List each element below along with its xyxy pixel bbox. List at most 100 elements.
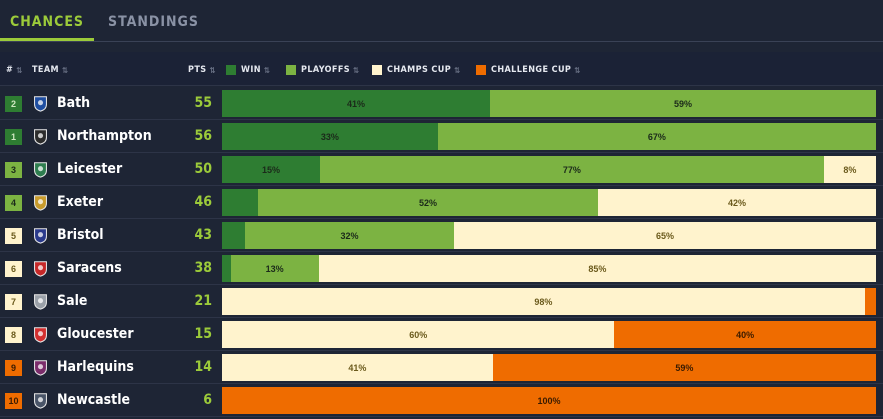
team-name[interactable]: Saracens: [57, 260, 122, 276]
team-name[interactable]: Newcastle: [57, 392, 131, 408]
champs-probability-segment: 98%: [222, 288, 865, 315]
sort-icon: ⇅: [353, 65, 360, 75]
column-header-challenge-cup[interactable]: CHALLENGE CUP ⇅: [476, 65, 581, 75]
sort-icon: ⇅: [61, 65, 69, 75]
active-tab-indicator: [0, 38, 94, 41]
column-header-playoffs[interactable]: PLAYOFFS ⇅: [286, 65, 359, 75]
points-value: 15: [194, 326, 212, 342]
probability-bar: 13% 85%: [222, 255, 876, 282]
gloucester-crest-icon: [32, 326, 49, 343]
table-row[interactable]: 9 Harlequins 14 41% 59%: [0, 351, 883, 384]
bristol-crest-icon: [32, 227, 49, 244]
team-name[interactable]: Bristol: [57, 227, 104, 243]
position-badge: 8: [5, 327, 22, 343]
playoffs-probability-segment: 32%: [244, 222, 455, 249]
harlequins-crest-icon: [32, 359, 49, 376]
leicester-crest-icon: [32, 161, 49, 178]
newcastle-crest-icon: [32, 392, 49, 409]
points-value: 21: [194, 293, 212, 309]
bath-crest-icon: [32, 95, 49, 112]
probability-bar: 100%: [222, 387, 876, 414]
position-badge: 1: [5, 129, 22, 145]
exeter-crest-icon: [32, 194, 49, 211]
table-row[interactable]: 8 Gloucester 15 60% 40%: [0, 318, 883, 351]
playoffs-probability-segment: 13%: [230, 255, 319, 282]
saracens-crest-icon: [32, 260, 49, 277]
probability-bar: 33% 67%: [222, 123, 876, 150]
win-legend-swatch: [226, 65, 236, 75]
column-header-win-label: WIN: [241, 65, 261, 75]
column-header-champs-cup-label: CHAMPS CUP: [387, 65, 452, 75]
position-badge: 2: [5, 96, 22, 112]
points-value: 14: [194, 359, 212, 375]
probability-bar: 60% 40%: [222, 321, 876, 348]
tab-bar: CHANCES STANDINGS: [0, 0, 883, 42]
sort-icon: ⇅: [16, 65, 23, 75]
table-header: # ⇅ TEAM ⇅ PTS ⇅ WIN ⇅ PLAYOFFS ⇅ CHAMPS…: [0, 52, 883, 86]
table-row[interactable]: 3 Leicester 50 15% 77% 8%: [0, 153, 883, 186]
sort-icon: ⇅: [574, 65, 581, 75]
team-name[interactable]: Harlequins: [57, 359, 134, 375]
points-value: 55: [194, 95, 212, 111]
team-name[interactable]: Exeter: [57, 194, 104, 210]
champs-cup-legend-swatch: [372, 65, 382, 75]
column-header-pos-label: #: [6, 65, 14, 75]
challenge-probability-segment: 100%: [222, 387, 876, 414]
column-header-pts-label: PTS: [188, 65, 207, 75]
probability-bar: 32% 65%: [222, 222, 876, 249]
position-badge: 5: [5, 228, 22, 244]
playoffs-probability-segment: 77%: [320, 156, 824, 183]
team-name[interactable]: Northampton: [57, 128, 152, 144]
column-header-win[interactable]: WIN ⇅: [226, 65, 270, 75]
playoffs-probability-segment: 52%: [257, 189, 599, 216]
challenge-probability-segment: [864, 288, 876, 315]
team-name[interactable]: Bath: [57, 95, 91, 111]
points-value: 38: [194, 260, 212, 276]
sort-icon: ⇅: [454, 65, 461, 75]
points-value: 56: [194, 128, 212, 144]
table-row[interactable]: 10 Newcastle 6 100%: [0, 384, 883, 417]
points-value: 43: [194, 227, 212, 243]
table-row[interactable]: 5 Bristol 43 32% 65%: [0, 219, 883, 252]
table-row[interactable]: 6 Saracens 38 13% 85%: [0, 252, 883, 285]
sort-icon: ⇅: [263, 65, 271, 75]
points-value: 50: [194, 161, 212, 177]
table-row[interactable]: 1 Northampton 56 33% 67%: [0, 120, 883, 153]
column-header-team[interactable]: TEAM ⇅: [32, 65, 68, 75]
tab-chances[interactable]: CHANCES: [10, 14, 84, 30]
team-name[interactable]: Sale: [57, 293, 88, 309]
position-badge: 3: [5, 162, 22, 178]
column-header-pos[interactable]: # ⇅: [6, 65, 23, 75]
probability-bar: 41% 59%: [222, 354, 876, 381]
position-badge: 9: [5, 360, 22, 376]
challenge-probability-segment: 40%: [614, 321, 876, 348]
probability-bar: 98%: [222, 288, 876, 315]
champs-probability-segment: 41%: [222, 354, 493, 381]
column-header-pts[interactable]: PTS ⇅: [188, 65, 216, 75]
champs-probability-segment: 8%: [823, 156, 876, 183]
column-header-team-label: TEAM: [32, 65, 59, 75]
champs-probability-segment: 85%: [318, 255, 876, 282]
playoffs-probability-segment: 59%: [490, 90, 876, 117]
points-value: 46: [194, 194, 212, 210]
tab-standings[interactable]: STANDINGS: [108, 14, 199, 30]
table-row[interactable]: 4 Exeter 46 52% 42%: [0, 186, 883, 219]
sort-icon: ⇅: [209, 65, 216, 75]
position-badge: 7: [5, 294, 22, 310]
table-row[interactable]: 2 Bath 55 41% 59%: [0, 87, 883, 120]
column-header-playoffs-label: PLAYOFFS: [301, 65, 351, 75]
probability-bar: 15% 77% 8%: [222, 156, 876, 183]
win-probability-segment: [222, 189, 258, 216]
probability-bar: 41% 59%: [222, 90, 876, 117]
challenge-probability-segment: 59%: [492, 354, 876, 381]
team-name[interactable]: Leicester: [57, 161, 123, 177]
playoffs-legend-swatch: [286, 65, 296, 75]
team-name[interactable]: Gloucester: [57, 326, 134, 342]
table-row[interactable]: 7 Sale 21 98%: [0, 285, 883, 318]
win-probability-segment: [222, 222, 245, 249]
column-header-challenge-cup-label: CHALLENGE CUP: [491, 65, 572, 75]
champs-probability-segment: 42%: [598, 189, 876, 216]
column-header-champs-cup[interactable]: CHAMPS CUP ⇅: [372, 65, 461, 75]
champs-probability-segment: 65%: [454, 222, 876, 249]
challenge-cup-legend-swatch: [476, 65, 486, 75]
